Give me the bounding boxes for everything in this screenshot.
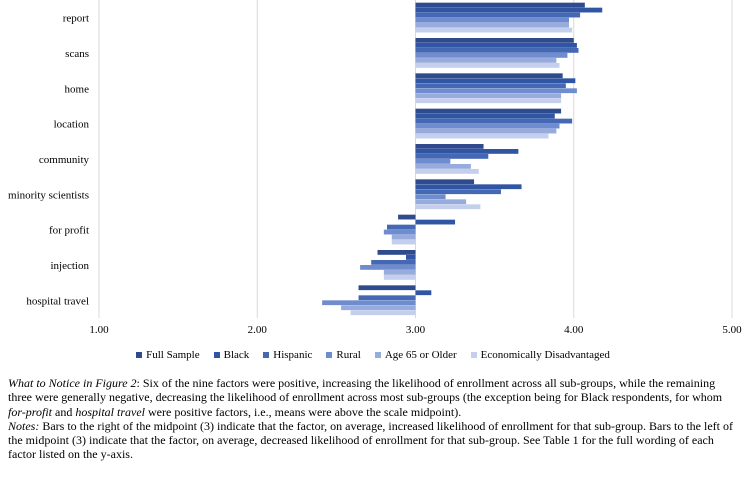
chart-legend: Full Sample Black Hispanic Rural Age 65 or O… bbox=[0, 349, 746, 361]
legend-item: Black bbox=[213, 349, 250, 361]
legend-label: Hispanic bbox=[273, 349, 313, 361]
caption-notes: Notes: Bars to the right of the midpoint… bbox=[8, 419, 742, 462]
bar bbox=[415, 78, 576, 84]
figure-caption: What to Notice in Figure 2: Six of the n… bbox=[8, 376, 742, 462]
caption-notes-text: Bars to the right of the midpoint (3) in… bbox=[8, 418, 733, 462]
bar bbox=[415, 22, 570, 28]
bar bbox=[415, 63, 560, 68]
bar bbox=[415, 199, 467, 205]
x-tick-label: 4.00 bbox=[564, 324, 584, 336]
legend-swatch bbox=[326, 352, 333, 358]
y-category-label: for profit bbox=[49, 225, 89, 237]
bar bbox=[415, 2, 585, 8]
bar bbox=[415, 159, 451, 164]
bar bbox=[415, 93, 562, 99]
bar bbox=[415, 194, 446, 200]
caption-emphasis-for-profit: for-profit bbox=[8, 404, 52, 419]
y-category-label: scans bbox=[65, 48, 89, 60]
legend-swatch bbox=[374, 352, 381, 358]
y-category-label: report bbox=[63, 13, 89, 25]
bar-chart: 1.00 2.00 3.00 4.00 5.00 report scans home locat… bbox=[8, 0, 742, 336]
caption-notes-label: Notes: bbox=[8, 418, 40, 433]
caption-notice-text-c: were positive factors, i.e., means were … bbox=[145, 404, 462, 419]
bar bbox=[415, 118, 573, 124]
bar bbox=[415, 123, 560, 129]
y-category-label: home bbox=[65, 83, 90, 95]
legend-label: Rural bbox=[336, 349, 361, 361]
bar bbox=[415, 169, 479, 174]
bar bbox=[415, 27, 573, 33]
y-category-label: community bbox=[39, 154, 90, 166]
caption-notice-text-a: : Six of the nine factors were positive,… bbox=[8, 376, 723, 405]
bar bbox=[360, 265, 416, 270]
legend-item: Economically Disadvantaged bbox=[470, 349, 610, 361]
legend-label: Full Sample bbox=[146, 349, 200, 361]
legend-item: Age 65 or Older bbox=[374, 349, 457, 361]
bar bbox=[341, 305, 416, 311]
bar bbox=[415, 219, 456, 225]
bar bbox=[415, 184, 522, 190]
bar bbox=[377, 250, 416, 255]
bar bbox=[415, 83, 566, 89]
bar bbox=[398, 214, 416, 220]
bar bbox=[415, 204, 481, 210]
bar bbox=[383, 270, 416, 275]
y-category-label: location bbox=[54, 119, 90, 131]
bar bbox=[415, 290, 432, 296]
legend-label: Black bbox=[223, 349, 250, 361]
bar bbox=[415, 113, 555, 119]
legend-label: Economically Disadvantaged bbox=[480, 349, 610, 361]
bar bbox=[358, 295, 416, 301]
bar bbox=[383, 275, 416, 280]
bar bbox=[358, 285, 416, 291]
bar bbox=[322, 300, 416, 306]
bar bbox=[415, 179, 475, 185]
y-category-label: minority scientists bbox=[8, 189, 89, 201]
x-tick-label: 5.00 bbox=[722, 324, 742, 336]
bar bbox=[391, 234, 416, 240]
bar bbox=[415, 12, 581, 18]
legend-swatch bbox=[136, 352, 143, 358]
bar bbox=[415, 133, 549, 139]
legend-item: Full Sample bbox=[136, 349, 200, 361]
legend-swatch bbox=[470, 352, 477, 358]
bar bbox=[415, 128, 557, 134]
bar bbox=[415, 108, 562, 114]
bar bbox=[415, 43, 577, 48]
bar bbox=[415, 38, 574, 43]
legend-label: Age 65 or Older bbox=[384, 349, 457, 361]
caption-emphasis-hospital-travel: hospital travel bbox=[75, 404, 145, 419]
caption-notice: What to Notice in Figure 2: Six of the n… bbox=[8, 376, 742, 419]
bar bbox=[415, 189, 501, 195]
y-category-label: injection bbox=[51, 260, 90, 272]
legend-item: Hispanic bbox=[263, 349, 312, 361]
bar bbox=[415, 58, 557, 63]
x-tick-label: 2.00 bbox=[248, 324, 268, 336]
bar bbox=[387, 224, 416, 230]
legend-item: Rural bbox=[326, 349, 361, 361]
bar bbox=[415, 48, 579, 53]
bar bbox=[415, 154, 489, 159]
bar bbox=[415, 164, 471, 169]
x-tick-label: 3.00 bbox=[406, 324, 426, 336]
bar bbox=[383, 229, 416, 235]
legend-swatch bbox=[213, 352, 220, 358]
bar bbox=[350, 310, 416, 316]
bar bbox=[415, 73, 563, 79]
bar bbox=[415, 7, 603, 13]
caption-notice-label: What to Notice in Figure 2 bbox=[8, 376, 137, 390]
bar bbox=[415, 53, 568, 58]
bar bbox=[415, 144, 484, 149]
bar bbox=[415, 88, 577, 94]
caption-notice-text-b: and bbox=[52, 404, 76, 419]
y-category-label: hospital travel bbox=[26, 295, 89, 307]
bar bbox=[391, 239, 416, 245]
legend-swatch bbox=[263, 352, 270, 358]
bar bbox=[371, 260, 416, 265]
bar bbox=[415, 149, 519, 154]
bar bbox=[415, 98, 562, 104]
bar bbox=[406, 255, 416, 260]
x-tick-label: 1.00 bbox=[89, 324, 109, 336]
bar bbox=[415, 17, 570, 23]
